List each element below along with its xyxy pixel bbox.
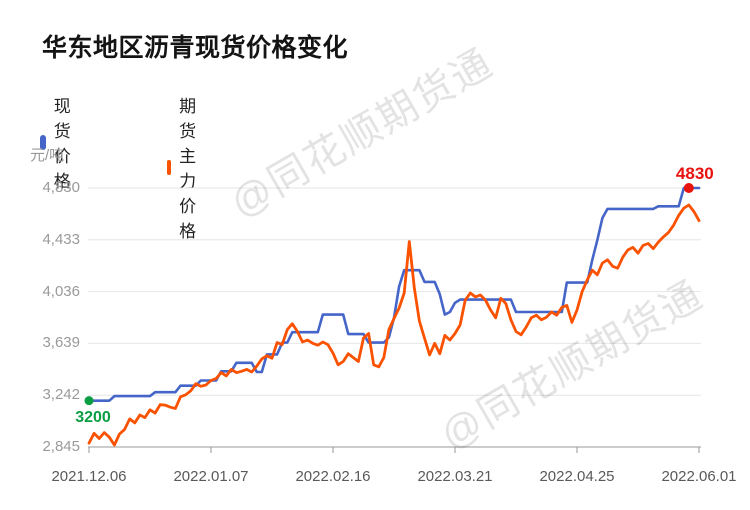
- end-value-label: 4830: [675, 164, 714, 183]
- y-tick-label: 3,639: [42, 334, 80, 352]
- x-tick-label: 2022.04.25: [539, 468, 615, 485]
- y-tick-label: 2,845: [42, 438, 80, 455]
- y-axis-unit-label: 元/吨: [30, 147, 65, 164]
- legend-item-futures-price[interactable]: 期货主力价格: [167, 92, 207, 242]
- start-dot: [84, 396, 94, 406]
- page-title: 华东地区沥青现货价格变化: [42, 34, 349, 62]
- legend-swatch-futures: [167, 159, 172, 175]
- x-tick-label: 2021.12.06: [51, 468, 127, 485]
- start-value-label: 3200: [75, 408, 111, 426]
- x-tick-label: 2022.03.21: [417, 468, 493, 485]
- legend-item-spot-price[interactable]: 现货价格: [40, 92, 80, 192]
- legend-swatch-spot: [40, 134, 46, 150]
- y-tick-label: 4,830: [42, 179, 80, 196]
- y-tick-label: 3,242: [42, 386, 80, 404]
- x-tick-label: 2022.06.01: [661, 468, 737, 485]
- x-tick-label: 2022.02.16: [295, 468, 371, 485]
- futures-price-line: [87, 203, 701, 447]
- y-tick-label: 4,433: [42, 230, 80, 248]
- end-dot: [683, 183, 694, 193]
- legend-label-spot: 现货价格: [53, 97, 71, 191]
- x-tick-label: 2022.01.07: [173, 468, 249, 485]
- y-tick-label: 4,036: [42, 282, 80, 300]
- legend-label-futures: 期货主力价格: [179, 97, 197, 241]
- spot-price-line: [87, 186, 701, 403]
